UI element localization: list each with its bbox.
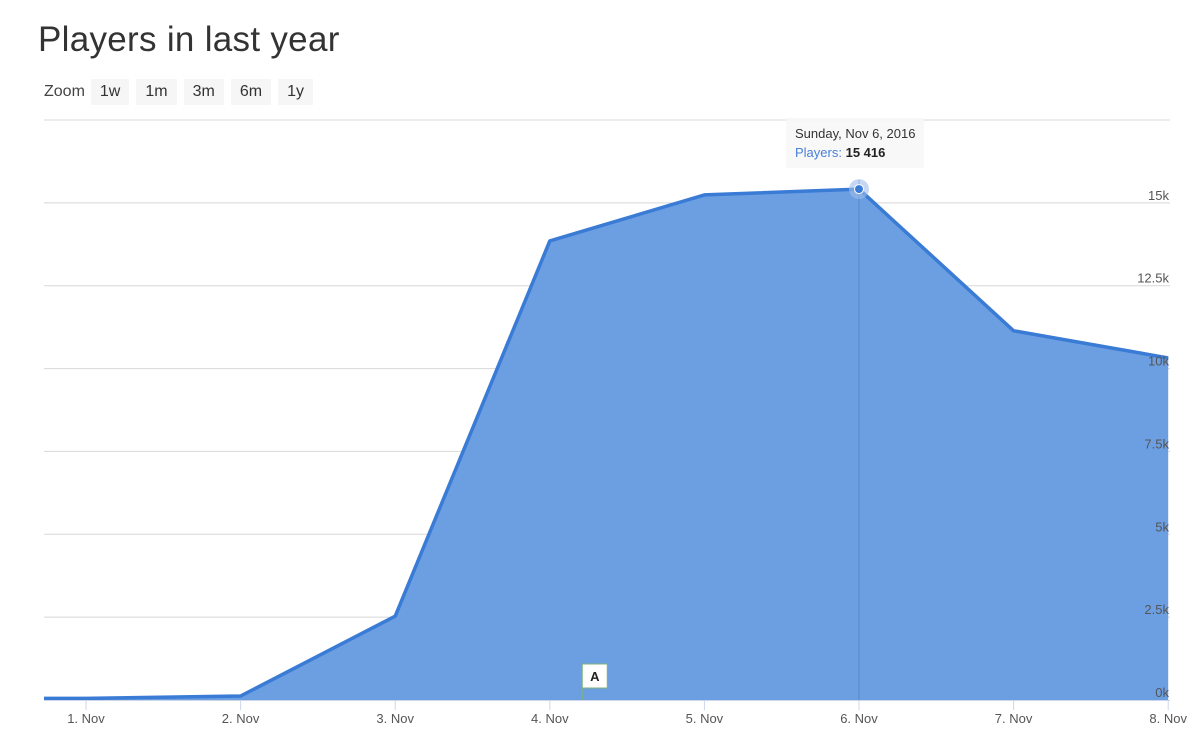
x-tick-label: 4. Nov <box>531 711 569 726</box>
chart-title: Players in last year <box>38 20 340 59</box>
flag-box <box>581 663 608 689</box>
zoom-selector: Zoom 1w 1m 3m 6m 1y <box>44 79 320 105</box>
y-tick-label: 2.5k <box>1144 602 1169 617</box>
zoom-label: Zoom <box>44 83 85 100</box>
tooltip: Sunday, Nov 6, 2016 Players: 15 416 <box>786 118 925 168</box>
y-tick-label: 5k <box>1155 519 1169 534</box>
tooltip-value: 15 416 <box>845 145 886 160</box>
zoom-3m-button[interactable]: 3m <box>183 79 224 105</box>
x-tick-label: 7. Nov <box>995 711 1033 726</box>
series-line <box>44 187 1169 701</box>
zoom-1w-button[interactable]: 1w <box>90 79 130 105</box>
x-tick-label: 3. Nov <box>376 711 414 726</box>
y-tick-label: 0k <box>1155 685 1169 700</box>
y-tick-label: 10k <box>1148 354 1169 369</box>
x-tick-label: 8. Nov <box>1149 711 1187 726</box>
y-tick-label: 15k <box>1148 188 1169 203</box>
y-tick-label: 7.5k <box>1144 436 1169 451</box>
x-tick-label: 2. Nov <box>222 711 260 726</box>
zoom-6m-button[interactable]: 6m <box>230 79 272 105</box>
x-tick-label: 5. Nov <box>686 711 724 726</box>
x-tick-label: 6. Nov <box>840 711 878 726</box>
tooltip-date: Sunday, Nov 6, 2016 <box>795 126 916 141</box>
tooltip-series: Players <box>795 145 839 160</box>
data-point-highlight <box>854 184 864 195</box>
zoom-1y-button[interactable]: 1y <box>278 79 313 105</box>
series-area <box>44 189 1169 701</box>
flag-label: A <box>590 669 600 684</box>
y-tick-label: 12.5k <box>1137 271 1169 286</box>
zoom-1m-button[interactable]: 1m <box>136 79 177 105</box>
x-tick-label: 1. Nov <box>67 711 105 726</box>
